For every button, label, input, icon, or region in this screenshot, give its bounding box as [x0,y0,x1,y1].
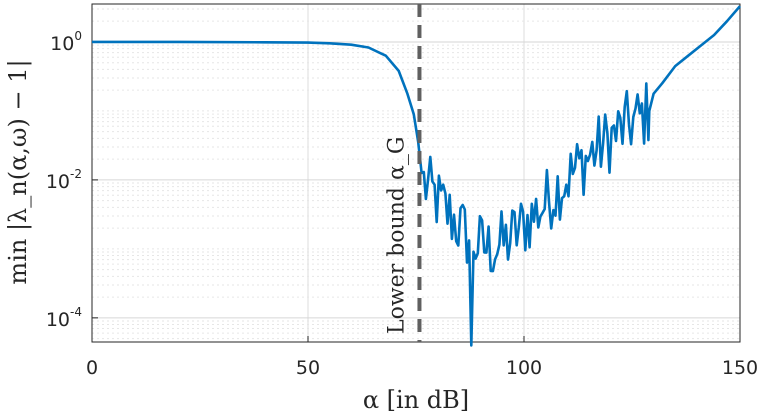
y-tick-labels: 100 10-2 10-4 [46,29,82,331]
y-tick-label: 10-2 [46,167,82,193]
x-tick-label: 0 [86,357,98,379]
x-tick-label: 100 [506,357,542,379]
lower-bound-annotation: Lower bound α_G [384,137,409,334]
x-tick-labels: 0 50 100 150 [86,357,758,379]
x-tick-label: 50 [296,357,320,379]
data-series-line [92,5,741,347]
grid [91,4,741,342]
x-axis-label: α [in dB] [363,386,469,414]
y-tick-label: 10-4 [46,305,82,331]
x-tick-label: 150 [722,357,758,379]
y-tick-label: 100 [50,29,82,55]
y-axis-label: min |λ_n(α,ω) − 1| [4,59,33,284]
plot-area-border [91,3,741,343]
